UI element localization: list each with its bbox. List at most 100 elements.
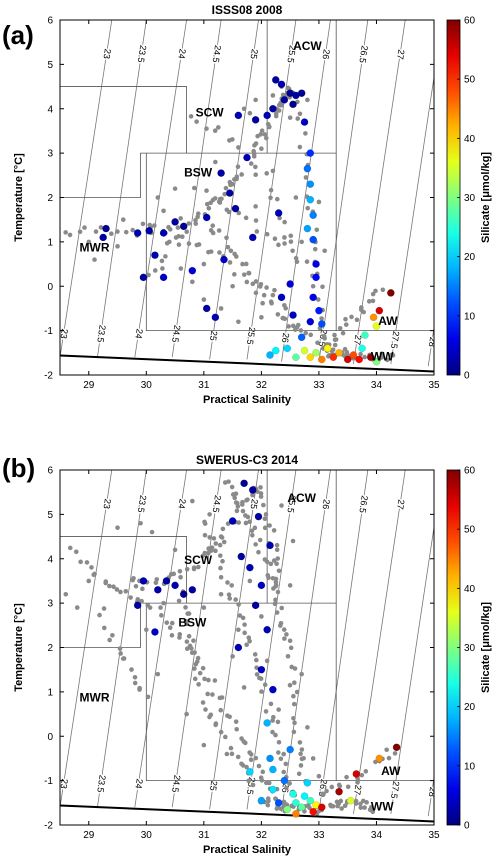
grey-data-point	[267, 523, 272, 528]
grey-data-point	[342, 346, 348, 352]
grey-data-point	[197, 670, 203, 676]
grey-data-point	[190, 279, 195, 285]
grey-data-point	[175, 225, 181, 230]
silicate-data-point	[263, 111, 271, 120]
grey-data-point	[307, 805, 312, 811]
grey-data-point	[201, 261, 207, 267]
grey-data-point	[192, 676, 198, 682]
grey-data-point	[243, 520, 249, 526]
grey-data-point	[204, 201, 210, 207]
y-tick-label: 3	[47, 149, 53, 160]
isopycnal-26.5	[318, 20, 369, 362]
silicate-data-point	[179, 222, 188, 231]
grey-data-point	[337, 783, 343, 789]
grey-data-point	[303, 330, 309, 336]
grey-data-point	[303, 175, 309, 180]
grey-data-point	[218, 534, 224, 539]
isopycnal-24.5	[171, 470, 222, 808]
grey-data-point	[154, 577, 160, 582]
x-tick-label: 31	[198, 830, 210, 841]
grey-data-point	[264, 171, 270, 176]
silicate-data-point	[289, 100, 297, 109]
grey-data-point	[292, 680, 297, 686]
grey-data-point	[291, 729, 297, 735]
x-tick-label: 30	[141, 380, 153, 391]
grey-data-point	[218, 306, 224, 311]
silicate-data-point	[266, 754, 274, 763]
grey-data-point	[218, 574, 224, 580]
grey-data-point	[176, 233, 181, 239]
y-tick-label: 2	[47, 193, 53, 204]
grey-data-point	[310, 756, 316, 761]
grey-data-point	[67, 232, 73, 238]
grey-data-point	[210, 223, 216, 228]
grey-data-point	[82, 225, 87, 230]
x-axis-label: Practical Salinity	[203, 394, 292, 406]
isopycnal-label-23-bottom: 23	[59, 328, 70, 339]
grey-data-point	[196, 242, 202, 247]
colorbar-tick-label: 10	[464, 311, 476, 322]
grey-data-point	[218, 707, 224, 713]
grey-data-point	[322, 248, 327, 254]
water-mass-label-bsw: BSW	[184, 165, 213, 179]
grey-data-point	[305, 205, 311, 211]
grey-data-point	[111, 584, 116, 590]
colorbar-label: Silicate [μmol/kg]	[480, 152, 492, 243]
x-tick-label: 32	[256, 830, 268, 841]
grey-data-point	[63, 230, 68, 235]
grey-data-point	[260, 300, 265, 306]
silicate-data-point	[257, 665, 266, 674]
silicate-data-point	[228, 517, 237, 525]
grey-data-point	[184, 646, 190, 652]
grey-data-point	[233, 719, 239, 724]
x-tick-label: 33	[313, 830, 325, 841]
grey-data-point	[77, 229, 83, 235]
grey-data-point	[272, 236, 278, 242]
grey-data-point	[186, 611, 192, 616]
grey-data-point	[86, 239, 92, 245]
grey-data-point	[202, 532, 208, 538]
x-tick-label: 32	[256, 380, 268, 391]
grey-data-point	[254, 665, 259, 670]
grey-data-point	[201, 742, 207, 748]
grey-data-point	[218, 591, 224, 597]
grey-data-point	[293, 255, 299, 261]
grey-data-point	[270, 718, 275, 723]
grey-data-point	[281, 769, 287, 775]
grey-data-point	[304, 259, 310, 264]
silicate-data-point	[312, 349, 320, 357]
grey-data-point	[84, 560, 90, 565]
isopycnal-label-26-top: 26	[320, 49, 331, 60]
grey-data-point	[86, 578, 92, 584]
grey-data-point	[253, 290, 259, 296]
isopycnal-label-27-bottom: 27	[352, 784, 363, 795]
grey-data-point	[290, 248, 295, 254]
grey-data-point	[203, 707, 208, 712]
grey-data-point	[207, 512, 212, 517]
x-tick-label: 33	[313, 380, 325, 391]
silicate-data-point	[151, 628, 159, 636]
silicate-data-point	[317, 320, 326, 328]
isopycnal-label-27-top: 27	[395, 49, 406, 60]
grey-data-point	[110, 632, 115, 638]
silicate-data-point	[139, 577, 148, 585]
grey-data-point	[178, 574, 183, 580]
grey-data-point	[186, 221, 192, 226]
grey-data-point	[274, 610, 280, 615]
grey-data-point	[296, 771, 302, 777]
grey-data-point	[253, 218, 259, 223]
grey-data-point	[277, 215, 282, 221]
silicate-data-point	[375, 306, 384, 315]
silicate-data-point	[349, 351, 358, 359]
grey-data-point	[221, 539, 227, 545]
isopycnal-label-28-bottom: 28	[427, 786, 438, 797]
grey-data-point	[271, 558, 277, 563]
grey-data-point	[204, 188, 209, 193]
grey-data-point	[167, 239, 172, 245]
silicate-data-point	[297, 89, 306, 98]
grey-data-point	[386, 755, 392, 761]
grey-data-point	[370, 298, 376, 304]
silicate-data-point	[211, 313, 220, 322]
grey-data-point	[253, 97, 258, 103]
grey-data-point	[312, 246, 318, 252]
